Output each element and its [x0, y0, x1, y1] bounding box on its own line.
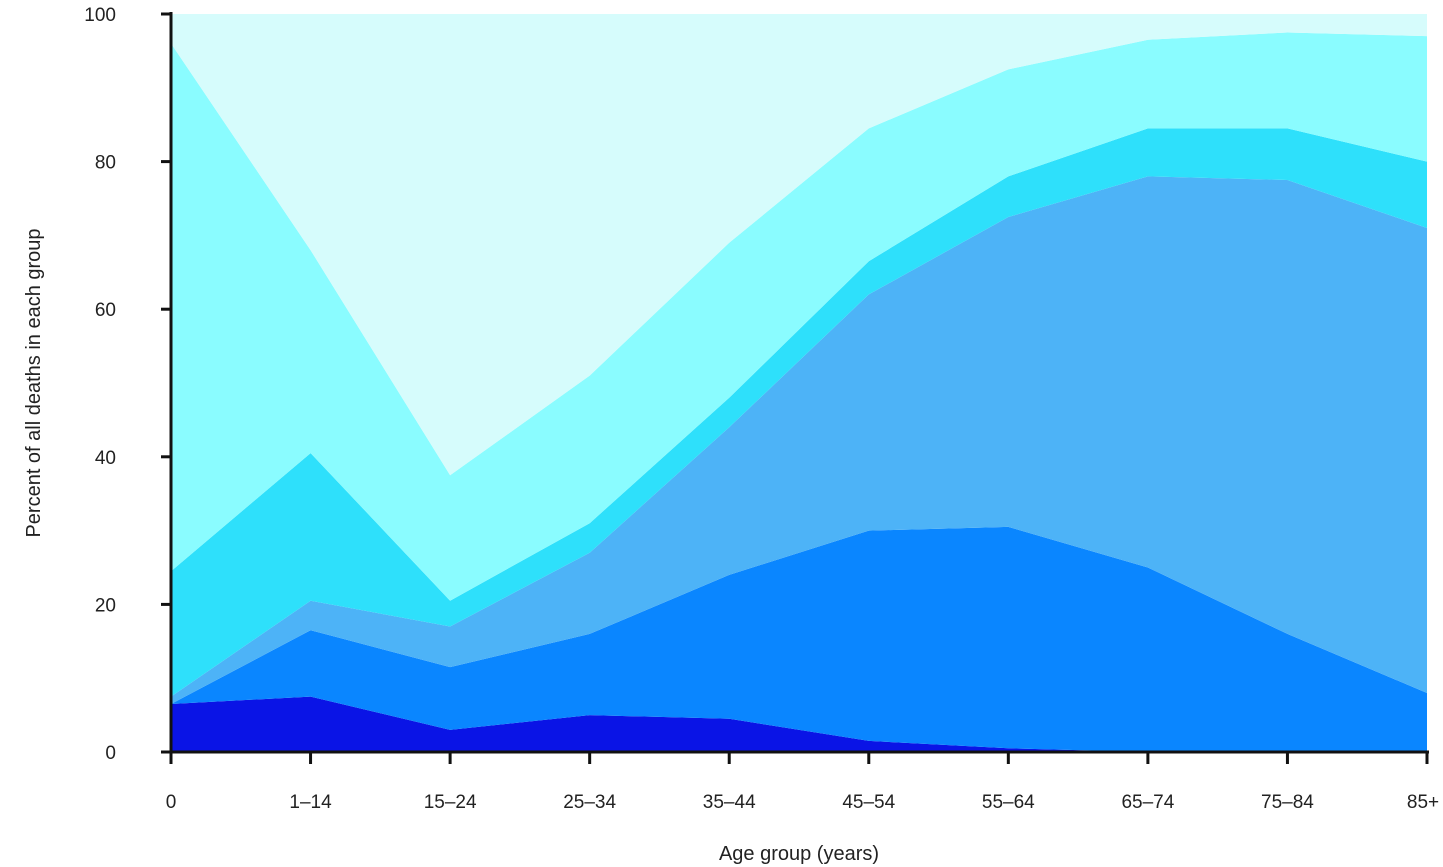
y-tick-label: 100 — [84, 5, 116, 26]
y-tick-label: 80 — [95, 153, 116, 174]
area-series-2 — [171, 526, 1427, 752]
x-tick-label: 25–34 — [563, 792, 616, 813]
y-axis-ticks: 0 20 40 60 80 100 — [84, 5, 171, 764]
x-tick-label: 65–74 — [1121, 792, 1174, 813]
x-tick-label: 15–24 — [424, 792, 477, 813]
area-series-5 — [171, 32, 1427, 601]
x-tick-label: 55–64 — [982, 792, 1035, 813]
x-tick-label: 45–54 — [842, 792, 895, 813]
area-series-3 — [171, 176, 1427, 704]
x-tick-label: 1–14 — [289, 792, 332, 813]
y-tick-label: 40 — [95, 448, 116, 469]
x-tick-label: 75–84 — [1261, 792, 1314, 813]
area-series-1 — [171, 696, 1427, 752]
x-axis-title: Age group (years) — [719, 843, 879, 865]
x-tick-label: 0 — [166, 792, 177, 813]
y-tick-label: 0 — [105, 743, 116, 764]
y-tick-label: 60 — [95, 300, 116, 321]
x-tick-label: 85+ — [1407, 792, 1439, 813]
area-layers — [171, 14, 1427, 752]
y-tick-label: 20 — [95, 595, 116, 616]
axes — [161, 12, 1429, 762]
x-tick-label: 35–44 — [703, 792, 756, 813]
y-axis-title: Percent of all deaths in each group — [23, 228, 45, 537]
x-axis-ticks: 0 1–14 15–24 25–34 35–44 45–54 55–64 65–74 75–84… — [166, 752, 1439, 813]
area-series-6 — [171, 14, 1427, 476]
